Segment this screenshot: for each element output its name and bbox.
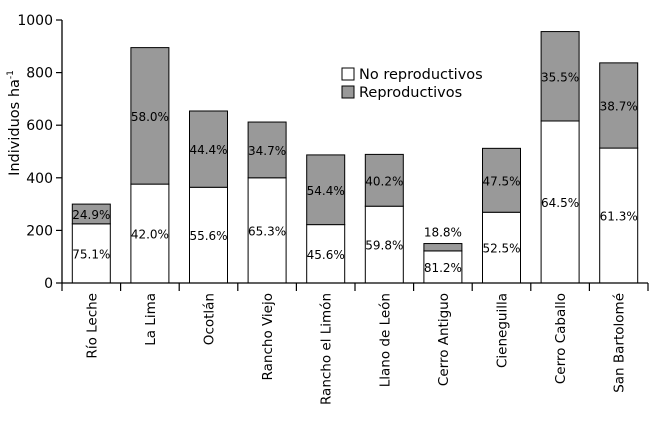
- data-label-no-reproductivos: 59.8%: [365, 239, 403, 253]
- bar-reproductivos: [71, 203, 111, 225]
- x-category-label: Ocotlán: [202, 293, 218, 345]
- data-label-no-reproductivos: 55.6%: [189, 229, 227, 243]
- data-label-no-reproductivos: 42.0%: [131, 228, 169, 242]
- data-label-reproductivos: 35.5%: [541, 70, 579, 84]
- y-axis-title: Individuos ha-1: [6, 70, 23, 176]
- data-label-reproductivos: 58.0%: [131, 110, 169, 124]
- bar-reproductivos: [599, 62, 639, 149]
- bar-reproductivos: [423, 243, 463, 252]
- data-label-no-reproductivos: 52.5%: [482, 242, 520, 256]
- y-tick-label: 600: [26, 118, 53, 134]
- data-label-no-reproductivos: 75.1%: [72, 247, 110, 261]
- x-category-label: Rancho Viejo: [260, 293, 276, 380]
- bar-no-reproductivos: [482, 211, 521, 284]
- y-tick-label: 800: [26, 66, 53, 82]
- bar-no-reproductivos: [71, 223, 111, 284]
- bar-reproductivos: [364, 153, 404, 207]
- data-label-no-reproductivos: 64.5%: [541, 196, 579, 210]
- legend-swatch: [341, 85, 355, 99]
- bars-layer: [71, 31, 639, 284]
- data-label-reproductivos: 54.4%: [307, 184, 345, 198]
- data-label-reproductivos: 38.7%: [600, 99, 638, 113]
- bar-reproductivos: [247, 121, 287, 179]
- bar-no-reproductivos: [306, 224, 346, 284]
- y-tick-label: 400: [26, 171, 53, 187]
- legend-label: No reproductivos: [359, 67, 483, 83]
- y-tick-label: 1000: [17, 13, 53, 29]
- data-label-reproductivos: 34.7%: [248, 144, 286, 158]
- x-category-label: San Bartolomé: [612, 293, 628, 393]
- bar-no-reproductivos: [423, 250, 463, 284]
- bar-reproductivos: [306, 154, 346, 226]
- data-label-reproductivos: 40.2%: [365, 174, 403, 188]
- bar-reproductivos: [189, 110, 228, 188]
- data-labels-layer: 75.1% 24.9% 42.0% 58.0% 55.6% 44.4% 65.3% 34.7%…: [72, 70, 638, 275]
- y-tick-label: 0: [44, 276, 53, 292]
- data-label-reproductivos: 47.5%: [482, 174, 520, 188]
- bar-reproductivos: [130, 47, 170, 185]
- bar-reproductivos: [540, 31, 580, 122]
- x-category-label: Cerro Caballo: [553, 293, 569, 384]
- data-label-no-reproductivos: 45.6%: [307, 248, 345, 262]
- bar-no-reproductivos: [599, 147, 639, 284]
- x-category-label: Río Leche: [84, 293, 100, 359]
- bar-reproductivos: [482, 147, 521, 213]
- axes-layer: 0 200 400 600 800 1000 Río Leche La Lima Ocotlán…: [17, 13, 649, 405]
- y-axis-title-text: Individuos ha: [7, 79, 23, 176]
- x-category-label: Rancho el Limón: [319, 293, 335, 405]
- data-label-no-reproductivos: 81.2%: [424, 261, 462, 275]
- x-category-label: La Lima: [143, 293, 159, 346]
- data-label-no-reproductivos: 65.3%: [248, 224, 286, 238]
- x-category-label: Cieneguilla: [495, 293, 511, 368]
- bar-no-reproductivos: [540, 120, 580, 284]
- data-label-reproductivos: 18.8%: [424, 226, 462, 240]
- y-axis-title-superscript: -1: [6, 70, 16, 79]
- x-category-label: Cerro Antiguo: [436, 293, 452, 386]
- y-tick-label: 200: [26, 223, 53, 239]
- legend-swatch: [341, 67, 355, 81]
- data-label-reproductivos: 44.4%: [189, 143, 227, 157]
- legend: No reproductivos Reproductivos: [341, 67, 483, 101]
- data-label-reproductivos: 24.9%: [72, 208, 110, 222]
- data-label-no-reproductivos: 61.3%: [600, 210, 638, 224]
- x-category-label: Llano de León: [377, 293, 393, 387]
- legend-label: Reproductivos: [359, 85, 462, 101]
